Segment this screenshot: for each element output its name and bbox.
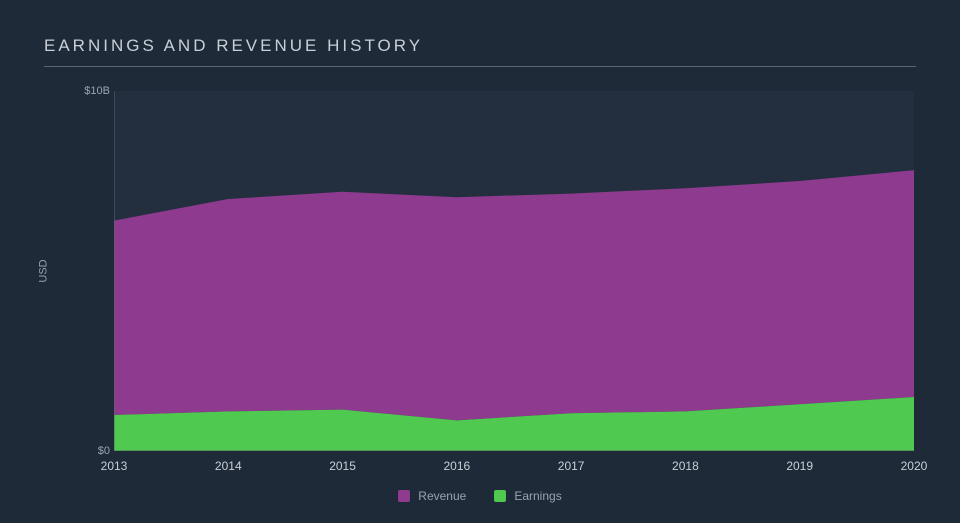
legend-item-earnings: Earnings [494, 489, 561, 503]
y-tick-top: $10B [66, 85, 110, 97]
chart-title: EARNINGS AND REVENUE HISTORY [44, 36, 916, 67]
x-tick-2018: 2018 [672, 459, 699, 473]
y-tick-bottom: $0 [66, 445, 110, 457]
x-tick-2015: 2015 [329, 459, 356, 473]
y-axis-label: USD [38, 259, 50, 282]
chart-area: USD $10B $0 2013201420152016201720182019… [44, 91, 914, 451]
legend-swatch [398, 490, 410, 502]
legend: Revenue Earnings [36, 489, 924, 503]
x-axis: 20132014201520162017201820192020 [114, 459, 914, 473]
x-tick-2019: 2019 [786, 459, 813, 473]
x-tick-2016: 2016 [443, 459, 470, 473]
plot-region [114, 91, 914, 451]
x-tick-2014: 2014 [215, 459, 242, 473]
chart-svg [114, 91, 914, 451]
x-tick-2017: 2017 [558, 459, 585, 473]
x-tick-2013: 2013 [101, 459, 128, 473]
legend-label: Revenue [418, 489, 466, 503]
legend-label: Earnings [514, 489, 561, 503]
legend-swatch [494, 490, 506, 502]
legend-item-revenue: Revenue [398, 489, 466, 503]
series-revenue [114, 170, 914, 420]
chart-container: EARNINGS AND REVENUE HISTORY USD $10B $0… [0, 0, 960, 523]
x-tick-2020: 2020 [901, 459, 928, 473]
